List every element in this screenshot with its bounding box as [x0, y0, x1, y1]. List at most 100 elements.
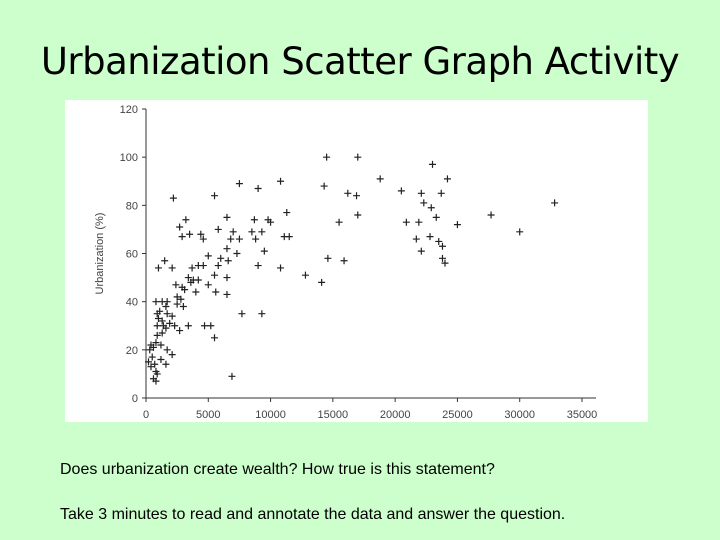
data-point — [157, 355, 165, 363]
y-tick-label: 0 — [132, 393, 138, 405]
data-point — [184, 274, 192, 282]
instruction-text: Take 3 minutes to read and annotate the … — [60, 506, 566, 523]
data-point — [199, 235, 207, 243]
data-point — [207, 322, 215, 330]
x-tick-label: 5000 — [196, 409, 220, 421]
data-point — [187, 278, 195, 286]
data-point — [551, 199, 559, 207]
data-point — [397, 187, 405, 195]
data-point — [223, 290, 231, 298]
data-point — [283, 209, 291, 217]
data-point — [453, 221, 461, 229]
x-tick-label: 20000 — [380, 409, 411, 421]
data-point — [148, 353, 156, 361]
data-point — [173, 300, 181, 308]
data-point — [301, 271, 309, 279]
data-point — [437, 189, 445, 197]
data-point — [376, 175, 384, 183]
question-text: Does urbanization create wealth? How tru… — [60, 461, 495, 478]
data-point — [158, 317, 166, 325]
data-point — [441, 259, 449, 267]
data-point — [153, 370, 161, 378]
data-point — [204, 281, 212, 289]
data-point — [192, 288, 200, 296]
data-point — [426, 233, 434, 241]
data-point — [176, 223, 184, 231]
data-point — [177, 295, 185, 303]
data-point — [267, 218, 275, 226]
data-point — [354, 211, 362, 219]
data-point — [223, 274, 231, 282]
data-point — [171, 322, 179, 330]
data-point — [153, 331, 161, 339]
data-point — [173, 293, 181, 301]
data-point — [228, 372, 236, 380]
data-point — [211, 271, 219, 279]
data-point — [149, 343, 157, 351]
data-point — [420, 199, 428, 207]
data-point — [417, 247, 425, 255]
x-tick-label: 0 — [143, 409, 149, 421]
data-point — [320, 182, 328, 190]
data-point — [152, 377, 160, 385]
data-point — [157, 341, 165, 349]
data-point — [344, 189, 352, 197]
data-point — [201, 322, 209, 330]
data-point — [152, 339, 160, 347]
data-point — [168, 351, 176, 359]
data-point — [235, 235, 243, 243]
data-point — [168, 312, 176, 320]
data-point — [172, 281, 180, 289]
data-point — [214, 225, 222, 233]
data-point — [162, 360, 170, 368]
data-point — [211, 192, 219, 200]
data-point — [204, 252, 212, 260]
data-point — [166, 319, 174, 327]
data-point — [432, 213, 440, 221]
data-point — [323, 153, 331, 161]
data-point — [194, 276, 202, 284]
data-points — [144, 153, 559, 385]
data-point — [258, 228, 266, 236]
data-point — [217, 254, 225, 262]
data-point — [229, 228, 237, 236]
y-tick-label: 60 — [126, 249, 138, 261]
data-point — [161, 257, 169, 265]
data-point — [429, 160, 437, 168]
data-point — [162, 302, 170, 310]
x-tick-label: 25000 — [442, 409, 473, 421]
data-point — [154, 264, 162, 272]
data-point — [435, 237, 443, 245]
data-point — [153, 310, 161, 318]
data-point — [153, 322, 161, 330]
data-point — [260, 247, 268, 255]
data-point — [438, 242, 446, 250]
data-point — [487, 211, 495, 219]
data-point — [154, 315, 162, 323]
data-point — [353, 192, 361, 200]
data-point — [184, 322, 192, 330]
data-point — [162, 324, 170, 332]
data-point — [181, 286, 189, 294]
data-point — [427, 204, 435, 212]
scatter-plot-svg: 0 20 40 60 80 100 120 0 5000 10000 15000 20000 25000… — [94, 104, 598, 421]
data-point — [318, 278, 326, 286]
y-tick-label: 120 — [120, 104, 138, 116]
data-point — [182, 216, 190, 224]
data-point — [252, 235, 260, 243]
data-point — [417, 189, 425, 197]
data-point — [168, 264, 176, 272]
x-tick-label: 30000 — [504, 409, 535, 421]
data-point — [238, 310, 246, 318]
x-tick-label: 35000 — [567, 409, 598, 421]
data-point — [402, 218, 410, 226]
data-point — [147, 363, 155, 371]
data-point — [188, 264, 196, 272]
axis-ticks: 0 20 40 60 80 100 120 0 5000 10000 15000 20000 25000… — [120, 104, 598, 421]
data-point — [223, 213, 231, 221]
data-point — [144, 358, 152, 366]
data-point — [178, 233, 186, 241]
data-point — [254, 262, 262, 270]
data-point — [415, 218, 423, 226]
data-point — [197, 230, 205, 238]
